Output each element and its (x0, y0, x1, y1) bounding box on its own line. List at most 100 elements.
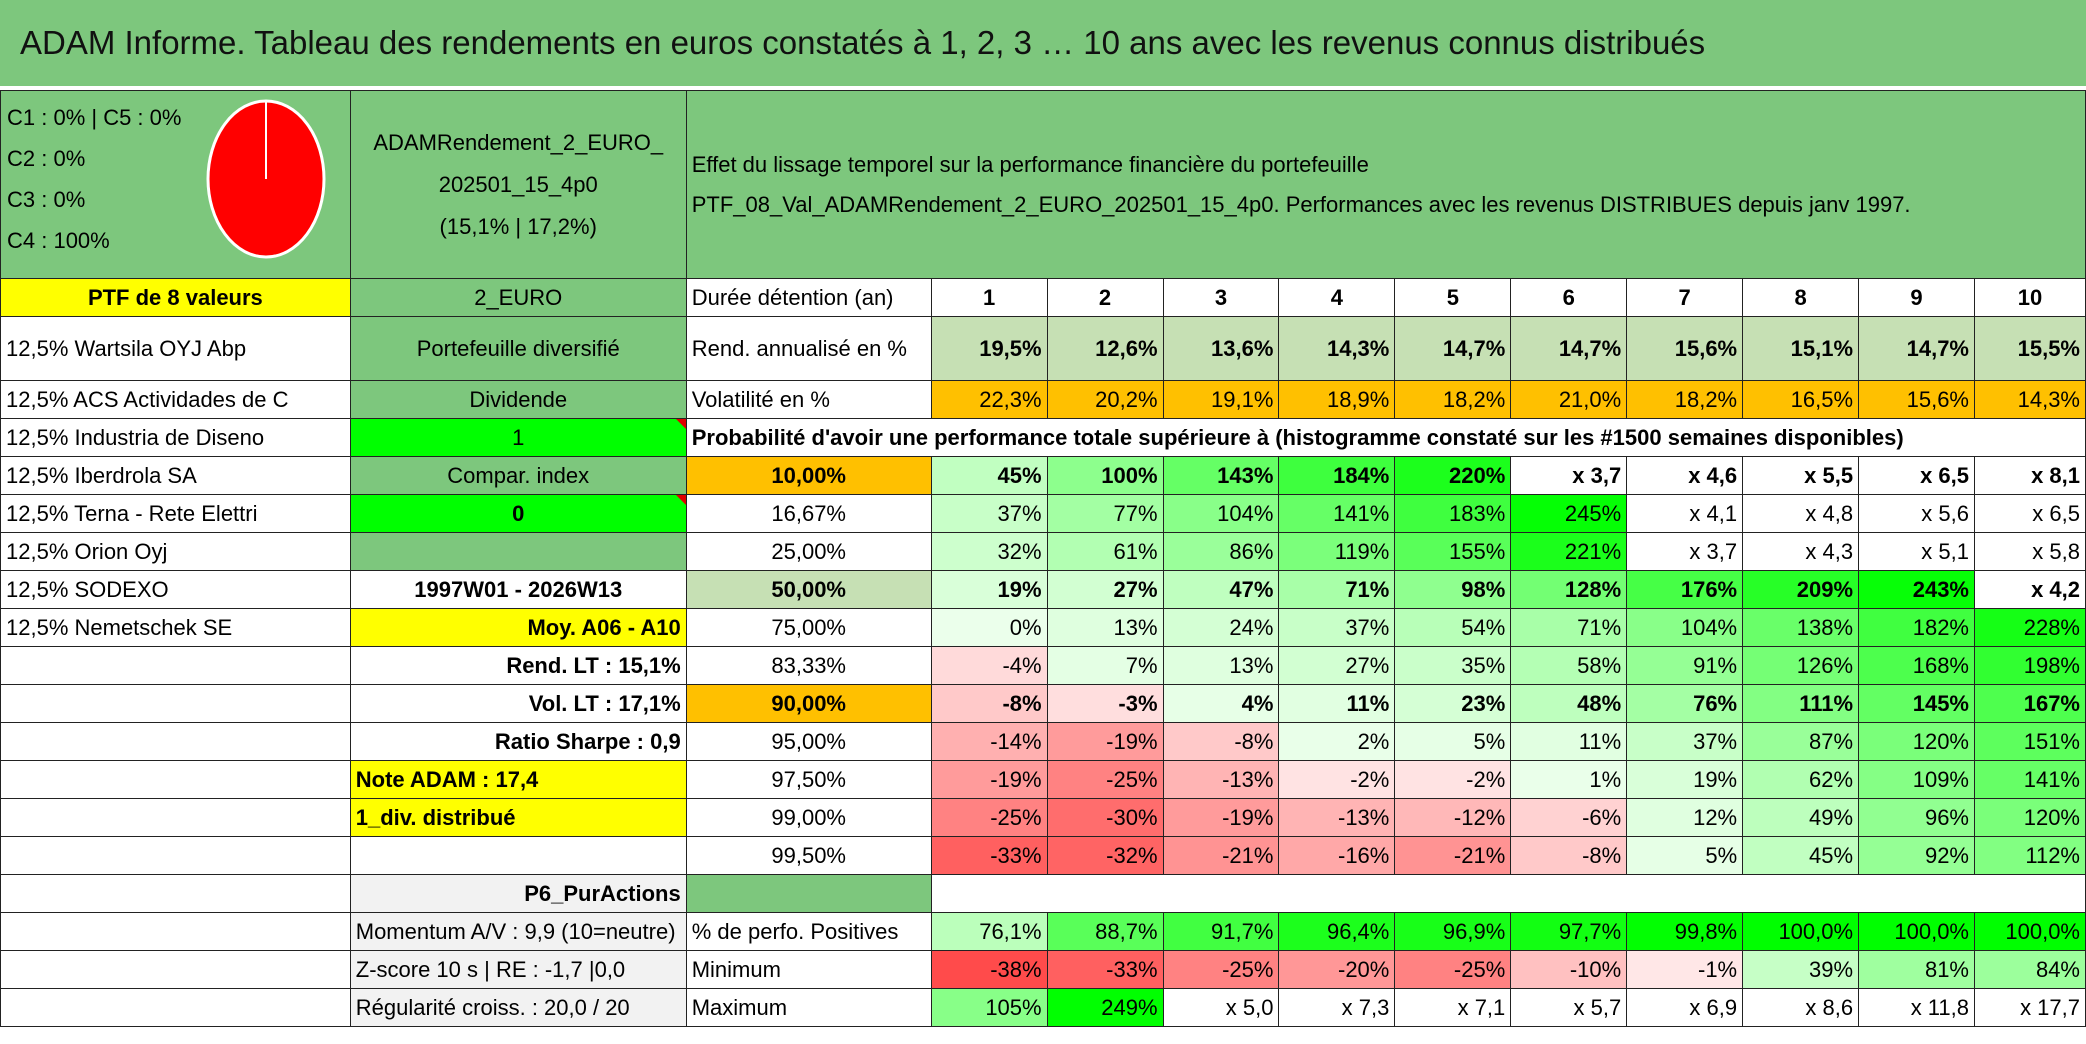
quantile-5-year-9: 182% (1858, 608, 1975, 647)
positive-label: % de perfo. Positives (685, 912, 932, 951)
portfolio-type: Portefeuille diversifié (349, 316, 687, 381)
holding-7: 12,5% SODEXO (0, 570, 351, 609)
quantile-5-year-3: 24% (1162, 608, 1280, 647)
quantile-10-year-9: 96% (1858, 798, 1975, 837)
vol-value-4: 18,9% (1278, 380, 1396, 419)
quantile-4-year-1: 19% (930, 570, 1048, 609)
quantile-10-year-10: 120% (1974, 798, 2086, 837)
min-value-5: -25% (1394, 950, 1512, 989)
empty-cell (0, 646, 351, 685)
rend-value-9: 14,7% (1858, 316, 1975, 381)
quantile-6-prob: 83,33% (685, 646, 932, 685)
positive-value-10: 100,0% (1974, 912, 2086, 951)
quantile-3-year-8: x 4,3 (1742, 532, 1860, 571)
quantile-7-year-7: 76% (1626, 684, 1744, 723)
quantile-2-year-2: 77% (1046, 494, 1164, 533)
quantile-11-prob: 99,50% (685, 836, 932, 875)
quantile-3-prob: 25,00% (685, 532, 932, 571)
quantile-11-year-3: -21% (1162, 836, 1280, 875)
quantile-8-year-3: -8% (1162, 722, 1280, 761)
rend-value-2: 12,6% (1046, 316, 1164, 381)
quantile-1-prob: 10,00% (685, 456, 932, 495)
quantile-9-prob: 97,50% (685, 760, 932, 799)
empty-cell (0, 760, 351, 799)
max-value-1: 105% (930, 988, 1048, 1027)
rend-value-8: 15,1% (1742, 316, 1860, 381)
fund-name-line1: ADAMRendement_2_EURO_ (373, 129, 664, 155)
quantile-2-year-10: x 6,5 (1974, 494, 2086, 533)
quantile-6-year-3: 13% (1162, 646, 1280, 685)
max-value-8: x 8,6 (1742, 988, 1860, 1027)
quantile-2-year-1: 37% (930, 494, 1048, 533)
positive-value-9: 100,0% (1858, 912, 1975, 951)
rend-lt: Rend. LT : 15,1% (349, 646, 687, 685)
empty-cell (0, 988, 351, 1027)
year-header-8: 8 (1742, 278, 1860, 317)
compar-value: 0 (349, 494, 687, 533)
quantile-5-prob: 75,00% (685, 608, 932, 647)
quantile-8-year-7: 37% (1626, 722, 1744, 761)
quantile-3-year-2: 61% (1046, 532, 1164, 571)
quantile-7-prob: 90,00% (685, 684, 932, 723)
min-value-6: -10% (1510, 950, 1628, 989)
quantile-8-year-5: 5% (1394, 722, 1512, 761)
quantile-1-year-6: x 3,7 (1510, 456, 1628, 495)
quantile-4-year-4: 71% (1278, 570, 1396, 609)
quantile-4-year-7: 176% (1626, 570, 1744, 609)
quantile-5-year-8: 138% (1742, 608, 1860, 647)
quantile-11-year-1: -33% (930, 836, 1048, 875)
description-cell: Effet du lissage temporel sur la perform… (685, 90, 2086, 279)
quantile-2-year-8: x 4,8 (1742, 494, 1860, 533)
allocation-c4: C4 : 100% (7, 228, 110, 253)
max-value-5: x 7,1 (1394, 988, 1512, 1027)
empty-cell (0, 836, 351, 875)
quantile-5-year-10: 228% (1974, 608, 2086, 647)
quantile-7-year-6: 48% (1510, 684, 1628, 723)
quantile-9-year-9: 109% (1858, 760, 1975, 799)
allocation-c2: C2 : 0% (7, 146, 86, 171)
quantile-7-year-9: 145% (1858, 684, 1975, 723)
quantile-4-prob: 50,00% (685, 570, 932, 609)
quantile-3-year-10: x 5,8 (1974, 532, 2086, 571)
quantile-1-year-3: 143% (1162, 456, 1280, 495)
quantile-5-year-1: 0% (930, 608, 1048, 647)
quantile-10-year-1: -25% (930, 798, 1048, 837)
report-title: ADAM Informe. Tableau des rendements en … (0, 0, 2086, 86)
quantile-10-year-7: 12% (1626, 798, 1744, 837)
max-value-6: x 5,7 (1510, 988, 1628, 1027)
quantile-10-year-2: -30% (1046, 798, 1164, 837)
duree-label: Durée détention (an) (685, 278, 932, 317)
allocation-c1-c5: C1 : 0% | C5 : 0% (7, 105, 182, 130)
zscore: Z-score 10 s | RE : -1,7 |0,0 (349, 950, 687, 989)
positive-value-6: 97,7% (1510, 912, 1628, 951)
quantile-3-year-4: 119% (1278, 532, 1396, 571)
rend-value-5: 14,7% (1394, 316, 1512, 381)
quantile-7-year-8: 111% (1742, 684, 1860, 723)
allocation-c3: C3 : 0% (7, 187, 86, 212)
quantile-1-year-7: x 4,6 (1626, 456, 1744, 495)
quantile-1-year-9: x 6,5 (1858, 456, 1975, 495)
min-label: Minimum (685, 950, 932, 989)
quantile-7-year-10: 167% (1974, 684, 2086, 723)
rend-value-4: 14,3% (1278, 316, 1396, 381)
quantile-8-year-8: 87% (1742, 722, 1860, 761)
quantile-2-year-4: 141% (1278, 494, 1396, 533)
category: P6_PurActions (349, 874, 687, 913)
quantile-3-year-7: x 3,7 (1626, 532, 1744, 571)
vol-value-7: 18,2% (1626, 380, 1744, 419)
quantile-1-year-8: x 5,5 (1742, 456, 1860, 495)
quantile-11-year-10: 112% (1974, 836, 2086, 875)
max-value-9: x 11,8 (1858, 988, 1975, 1027)
max-value-2: 249% (1046, 988, 1164, 1027)
min-value-1: -38% (930, 950, 1048, 989)
quantile-1-year-2: 100% (1046, 456, 1164, 495)
div-distribue: 1_div. distribué (349, 798, 687, 837)
year-header-3: 3 (1162, 278, 1280, 317)
quantile-8-year-10: 151% (1974, 722, 2086, 761)
holdings-header: PTF de 8 valeurs (0, 278, 351, 317)
quantile-6-year-4: 27% (1278, 646, 1396, 685)
fund-name-line2: 202501_15_4p0 (438, 171, 598, 197)
year-header-2: 2 (1046, 278, 1164, 317)
quantile-10-year-4: -13% (1278, 798, 1396, 837)
quantile-8-year-2: -19% (1046, 722, 1164, 761)
